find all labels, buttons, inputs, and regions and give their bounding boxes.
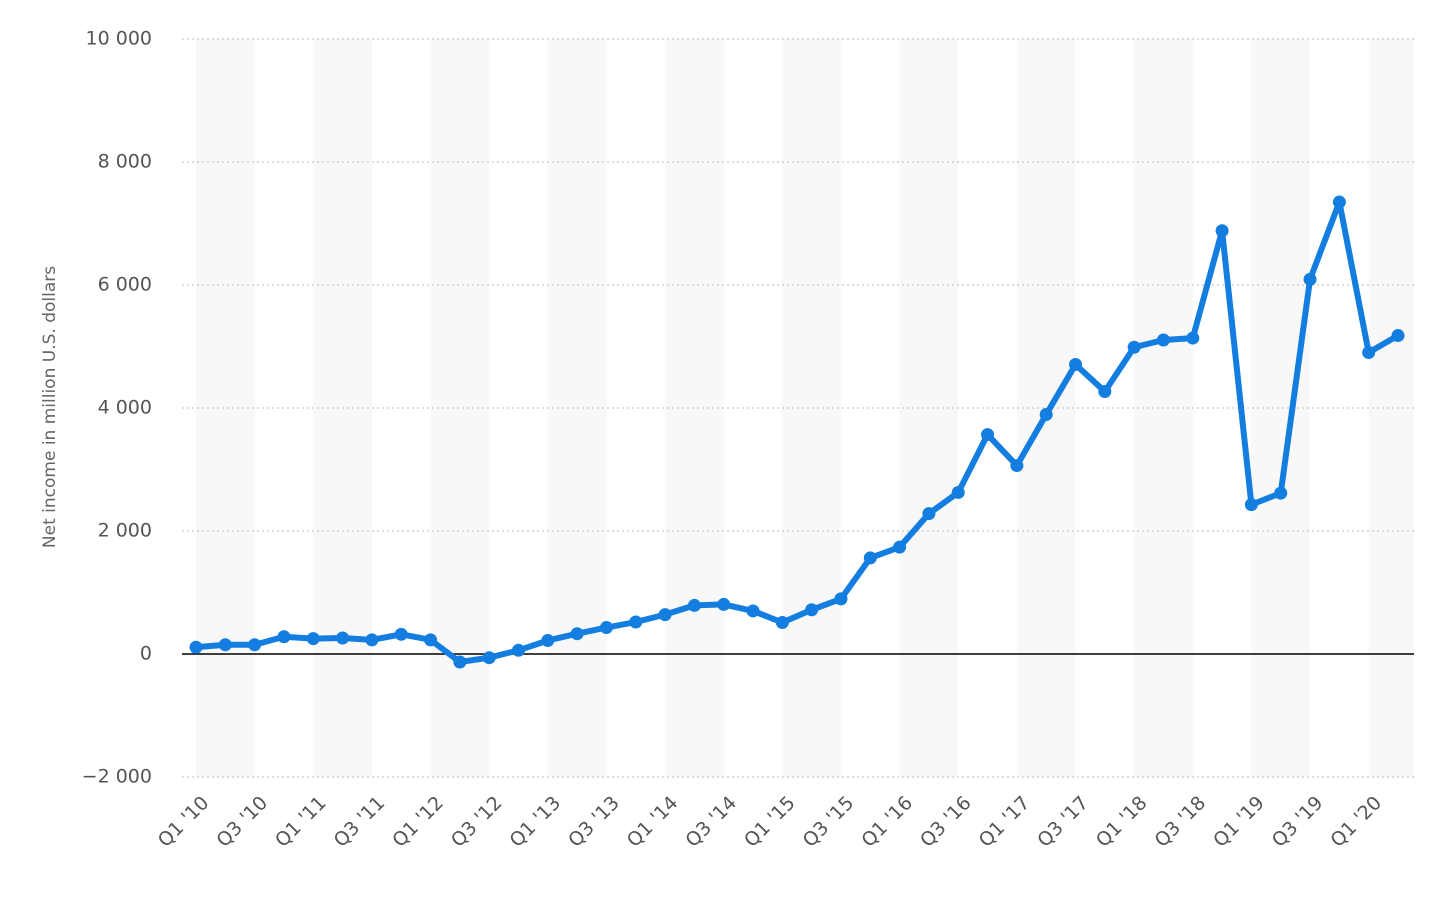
point <box>981 428 995 442</box>
x-tick-label: Q3 '11 <box>330 792 390 852</box>
point <box>511 643 525 657</box>
x-tick-label: Q3 '10 <box>212 792 272 852</box>
band <box>196 39 255 777</box>
point <box>1362 346 1376 360</box>
point <box>1186 331 1200 345</box>
x-tick-label: Q1 '12 <box>388 792 448 852</box>
band <box>1251 39 1311 777</box>
point <box>1303 272 1317 286</box>
x-tick-label: Q1 '11 <box>271 792 331 852</box>
point <box>1156 333 1170 347</box>
x-tick-label: Q1 '20 <box>1326 792 1386 852</box>
y-tick-label: −2 000 <box>82 766 152 788</box>
x-tick-label: Q3 '19 <box>1268 792 1328 852</box>
x-tick-label: Q3 '17 <box>1033 792 1093 852</box>
point <box>1332 195 1346 209</box>
point <box>482 651 496 665</box>
point <box>453 655 467 669</box>
y-tick-label: 8 000 <box>98 151 152 173</box>
point <box>277 630 291 644</box>
y-tick-label: 2 000 <box>98 520 152 542</box>
point <box>863 551 877 565</box>
point <box>570 627 584 641</box>
y-tick-label: 0 <box>140 643 152 665</box>
y-tick-label: 4 000 <box>98 397 152 419</box>
x-tick-label: Q1 '16 <box>857 792 917 852</box>
x-tick-label: Q1 '14 <box>623 792 683 852</box>
point <box>922 507 936 521</box>
x-tick-label: Q3 '18 <box>1150 792 1210 852</box>
x-tick-label: Q3 '15 <box>799 792 859 852</box>
point <box>336 631 350 645</box>
x-tick-label: Q1 '15 <box>740 792 800 852</box>
x-tick-label: Q1 '10 <box>154 792 214 852</box>
point <box>893 540 907 554</box>
point <box>629 615 643 629</box>
x-tick-label: Q1 '17 <box>975 792 1035 852</box>
x-tick-label: Q1 '19 <box>1209 792 1269 852</box>
x-tick-label: Q3 '13 <box>564 792 624 852</box>
point <box>189 640 203 654</box>
point <box>687 598 701 612</box>
point <box>1069 358 1083 372</box>
point <box>1039 408 1053 422</box>
point <box>1127 340 1141 354</box>
x-tick-label: Q1 '13 <box>505 792 565 852</box>
point <box>658 608 672 622</box>
point <box>951 485 965 499</box>
point <box>805 603 819 617</box>
point <box>834 592 848 606</box>
point <box>1010 459 1024 473</box>
y-axis-label: Net income in million U.S. dollars <box>40 266 60 548</box>
point <box>1098 385 1112 399</box>
point <box>424 633 438 647</box>
point <box>717 597 731 611</box>
point <box>218 638 232 652</box>
x-tick-label: Q3 '14 <box>681 792 741 852</box>
point <box>306 632 320 646</box>
x-tick-label: Q3 '16 <box>916 792 976 852</box>
point <box>248 638 262 652</box>
point <box>775 616 789 630</box>
point <box>365 633 379 647</box>
band <box>1016 39 1076 777</box>
point <box>1391 329 1405 343</box>
point <box>746 604 760 618</box>
x-tick-label: Q3 '12 <box>447 792 507 852</box>
x-tick-label: Q1 '18 <box>1092 792 1152 852</box>
point <box>599 621 613 635</box>
y-tick-label: 10 000 <box>86 28 152 50</box>
point <box>1274 486 1288 500</box>
y-tick-label: 6 000 <box>98 274 152 296</box>
point <box>541 633 555 647</box>
point <box>1215 224 1229 238</box>
point <box>394 627 408 641</box>
point <box>1244 498 1258 512</box>
